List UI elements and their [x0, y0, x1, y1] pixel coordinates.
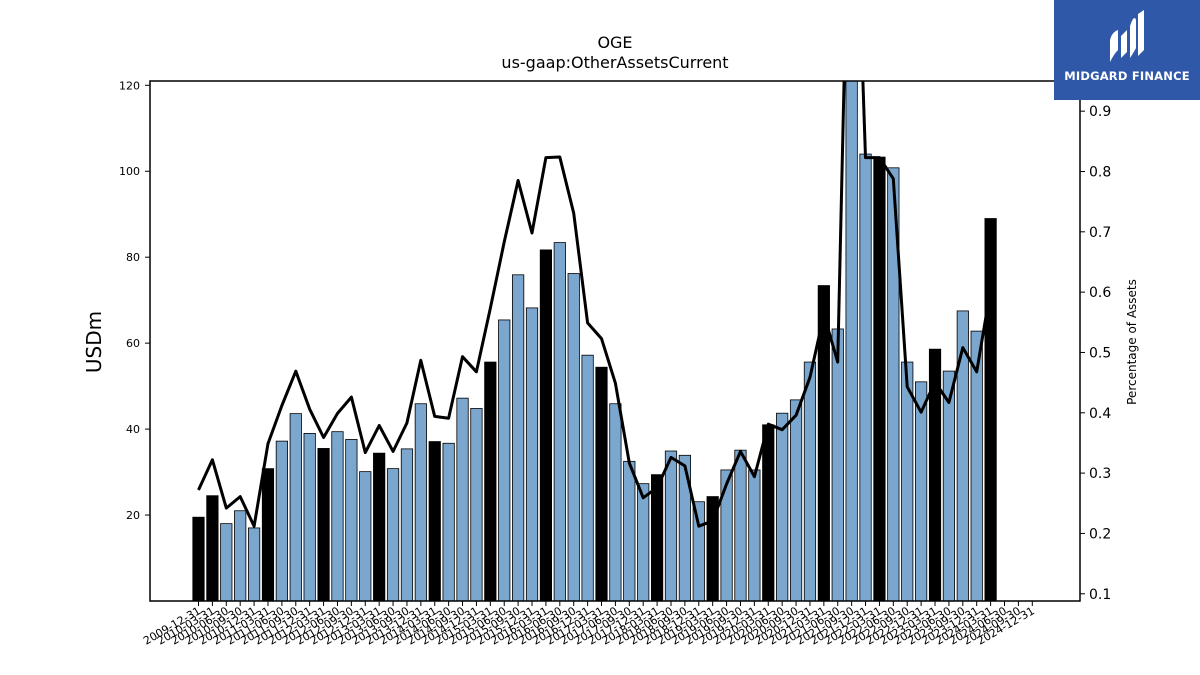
y2-tick-label: 0.1 [1089, 587, 1111, 603]
y-tick-label: 120 [119, 79, 140, 92]
bar-2023-09-30 [956, 310, 969, 601]
bar-2021-12-31 [859, 153, 872, 601]
y-tick-label: 40 [126, 423, 140, 436]
bar-2020-03-31 [762, 424, 775, 601]
bar-2021-06-30 [831, 328, 844, 601]
bar-2017-09-30 [623, 460, 636, 601]
bar-2020-06-30 [776, 412, 789, 601]
bar-2019-06-30 [720, 469, 733, 601]
bar-2010-09-30 [234, 510, 247, 601]
bar-2012-09-30 [345, 439, 358, 601]
bar-2018-09-30 [678, 454, 691, 601]
bar-2022-09-30 [901, 361, 914, 601]
y2-tick-label: 0.2 [1089, 526, 1111, 542]
bar-2024-03-31 [984, 218, 997, 601]
bar-2021-09-30 [845, 81, 858, 601]
bar-2018-06-30 [664, 450, 678, 601]
y2-tick-label: 0.7 [1089, 225, 1111, 241]
bar-2015-12-31 [525, 307, 539, 601]
y-tick-label: 20 [126, 509, 140, 522]
bar-2011-06-30 [275, 440, 288, 601]
bar-2014-09-30 [456, 397, 469, 601]
y-axis-label: USDm [82, 311, 106, 373]
bar-2014-12-31 [470, 408, 483, 601]
bar-2015-06-30 [498, 319, 511, 601]
bar-2018-03-31 [650, 474, 664, 601]
bar-2013-12-31 [414, 403, 427, 601]
bar-2009-12-31 [192, 516, 205, 601]
brand-name: MIDGARD FINANCE [1064, 69, 1190, 83]
midgard-logo-icon [1110, 10, 1144, 62]
bar-2022-12-31 [915, 381, 928, 601]
bar-2012-03-31 [317, 448, 330, 601]
y2-tick-label: 0.5 [1089, 345, 1111, 361]
bar-2019-09-30 [734, 449, 747, 601]
bar-2017-06-30 [609, 403, 622, 601]
y2-axis-ticks: 0.1 0.2 0.3 0.4 0.5 0.6 0.7 0.8 0.9 [1080, 104, 1111, 603]
bar-2011-09-30 [289, 413, 302, 601]
bar-2011-03-31 [261, 468, 275, 601]
bar-2016-09-30 [567, 273, 580, 601]
bar-2016-12-31 [581, 354, 594, 601]
y-tick-label: 60 [126, 337, 140, 350]
bar-2021-03-31 [817, 285, 830, 601]
bar-2010-12-31 [247, 527, 261, 601]
bar-2020-09-30 [789, 399, 803, 601]
bar-2012-12-31 [359, 471, 372, 601]
bar-2019-03-31 [706, 496, 719, 601]
y2-axis-label: Percentage of Assets [1125, 279, 1139, 405]
bar-2023-06-30 [942, 370, 956, 601]
bar-2010-03-31 [206, 495, 219, 601]
chart-subtitle: us-gaap:OtherAssetsCurrent [501, 53, 728, 72]
bar-series [192, 81, 997, 601]
y2-tick-label: 0.4 [1089, 406, 1111, 422]
x-axis-ticks: 2009-12-312010-03-312010-06-302010-09-30… [141, 601, 1037, 648]
y2-tick-label: 0.9 [1089, 104, 1111, 120]
bar-2022-03-31 [873, 156, 886, 601]
bar-2014-06-30 [442, 442, 455, 601]
bar-2019-12-31 [748, 469, 761, 601]
bar-2022-06-30 [887, 167, 900, 601]
bar-2012-06-30 [331, 431, 344, 601]
bar-2016-06-30 [553, 242, 566, 601]
y2-tick-label: 0.8 [1089, 164, 1111, 180]
bar-2015-09-30 [512, 274, 525, 601]
y-axis-ticks: 20 40 60 80 100 120 [119, 79, 150, 522]
bar-2013-06-30 [386, 468, 400, 601]
bar-2014-03-31 [428, 441, 441, 601]
brand-logo: MIDGARD FINANCE [1054, 0, 1200, 100]
bar-2015-03-31 [484, 361, 497, 601]
bar-2013-03-31 [373, 452, 386, 601]
bar-2018-12-31 [692, 501, 705, 601]
y2-tick-label: 0.3 [1089, 466, 1111, 482]
bar-2023-12-31 [970, 330, 983, 601]
bar-2010-06-30 [220, 523, 233, 601]
percentage-line [197, 81, 993, 528]
bar-2011-12-31 [303, 432, 316, 601]
plot-frame [149, 80, 1081, 602]
y-tick-label: 100 [119, 165, 140, 178]
bar-2013-09-30 [400, 448, 414, 601]
bar-2017-03-31 [595, 366, 608, 601]
bar-2016-03-31 [539, 249, 553, 601]
y-tick-label: 80 [126, 251, 140, 264]
y2-tick-label: 0.6 [1089, 285, 1111, 301]
chart-title: OGE [597, 33, 632, 52]
bar-2023-03-31 [928, 348, 942, 601]
bar-2020-12-31 [803, 361, 817, 601]
bar-2017-12-31 [637, 483, 650, 601]
